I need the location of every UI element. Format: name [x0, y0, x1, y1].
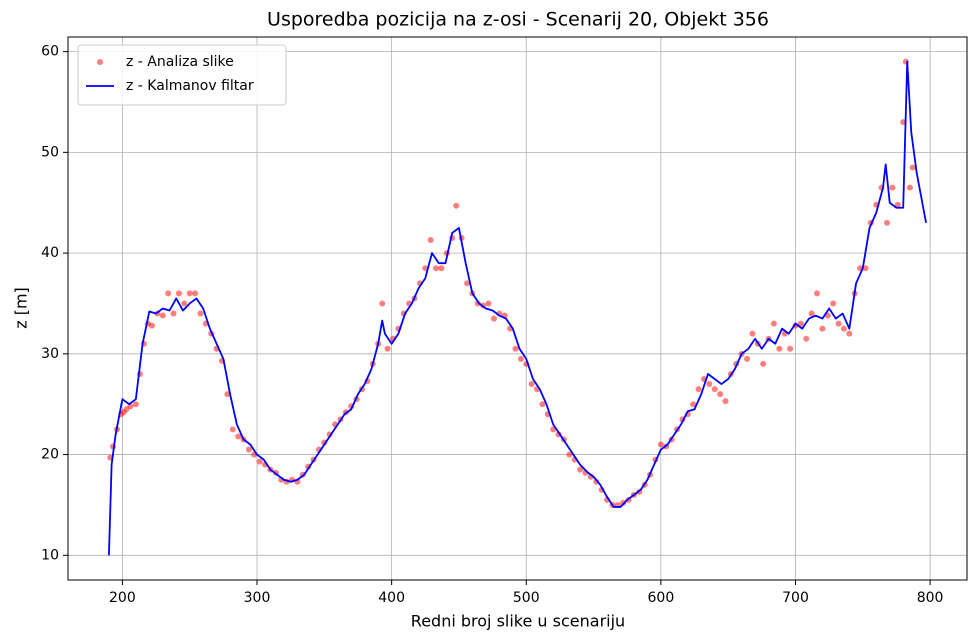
- data-point: [384, 345, 391, 352]
- legend-marker: [97, 59, 103, 65]
- y-tick-label: 40: [41, 245, 59, 261]
- data-point: [379, 300, 386, 307]
- data-point: [229, 426, 236, 433]
- data-point: [909, 164, 916, 171]
- data-point: [197, 310, 204, 317]
- data-point: [760, 360, 767, 367]
- data-point: [722, 398, 729, 405]
- data-point: [744, 355, 751, 362]
- x-tick-label: 500: [513, 590, 540, 606]
- y-tick-label: 10: [41, 547, 59, 563]
- data-line: [108, 60, 927, 556]
- x-tick-label: 600: [648, 590, 675, 606]
- y-tick-label: 30: [41, 346, 59, 362]
- x-axis-label: Redni broj slike u scenariju: [411, 612, 625, 631]
- data-point: [132, 401, 139, 408]
- data-point: [566, 451, 573, 458]
- data-point: [175, 290, 182, 297]
- data-point: [464, 280, 471, 287]
- data-point: [787, 345, 794, 352]
- data-point: [539, 401, 546, 408]
- data-point: [840, 325, 847, 332]
- data-point: [862, 265, 869, 272]
- data-point: [517, 355, 524, 362]
- data-point: [192, 290, 199, 297]
- axes-frame: [67, 36, 968, 581]
- data-point: [485, 300, 492, 307]
- data-point: [657, 441, 664, 448]
- data-point: [245, 446, 252, 453]
- data-point: [835, 320, 842, 327]
- data-point: [846, 330, 853, 337]
- data-point: [165, 290, 172, 297]
- x-tick-label: 300: [244, 590, 271, 606]
- data-point: [808, 310, 815, 317]
- data-point: [706, 381, 713, 388]
- chart-title: Usporedba pozicija na z-osi - Scenarij 2…: [267, 9, 769, 31]
- data-point: [814, 290, 821, 297]
- data-point: [577, 466, 584, 473]
- data-point: [512, 345, 519, 352]
- data-point: [528, 381, 535, 388]
- data-point: [717, 391, 724, 398]
- data-point: [159, 312, 166, 319]
- data-point: [797, 320, 804, 327]
- y-axis-label: z [m]: [12, 287, 31, 329]
- data-point: [474, 300, 481, 307]
- legend: z - Analiza slike z - Kalmanov filtar: [77, 44, 287, 106]
- data-point: [695, 386, 702, 393]
- grid: 200 300 400 500 600 700 800 10 20 30 40 50 60: [41, 37, 967, 606]
- data-point: [711, 386, 718, 393]
- data-point: [427, 236, 434, 243]
- data-point: [749, 330, 756, 337]
- data-point: [235, 433, 242, 440]
- data-point: [889, 184, 896, 191]
- data-point: [776, 345, 783, 352]
- legend-label: z - Kalmanov filtar: [126, 78, 254, 94]
- data-point: [884, 219, 891, 226]
- data-point: [490, 315, 497, 322]
- data-point: [453, 202, 460, 209]
- y-tick-label: 60: [41, 44, 59, 60]
- data-point: [149, 322, 156, 329]
- legend-box: [77, 44, 287, 106]
- data-point: [819, 325, 826, 332]
- data-point: [256, 458, 263, 465]
- data-point: [830, 300, 837, 307]
- data-point: [186, 290, 193, 297]
- data-point: [433, 265, 440, 272]
- data-point: [438, 265, 445, 272]
- data-point: [170, 310, 177, 317]
- x-tick-label: 700: [782, 590, 809, 606]
- y-tick-label: 20: [41, 447, 59, 463]
- data-point: [803, 335, 810, 342]
- data-point: [906, 184, 913, 191]
- data-point: [690, 401, 697, 408]
- data-point: [894, 201, 901, 208]
- y-tick-label: 50: [41, 144, 59, 160]
- data-point: [770, 320, 777, 327]
- data-point: [593, 478, 600, 485]
- x-tick-label: 200: [109, 590, 136, 606]
- x-tick-label: 800: [917, 590, 944, 606]
- data-point: [181, 300, 188, 307]
- legend-label: z - Analiza slike: [126, 54, 234, 70]
- x-tick-label: 400: [378, 590, 405, 606]
- plot-area: [107, 58, 927, 556]
